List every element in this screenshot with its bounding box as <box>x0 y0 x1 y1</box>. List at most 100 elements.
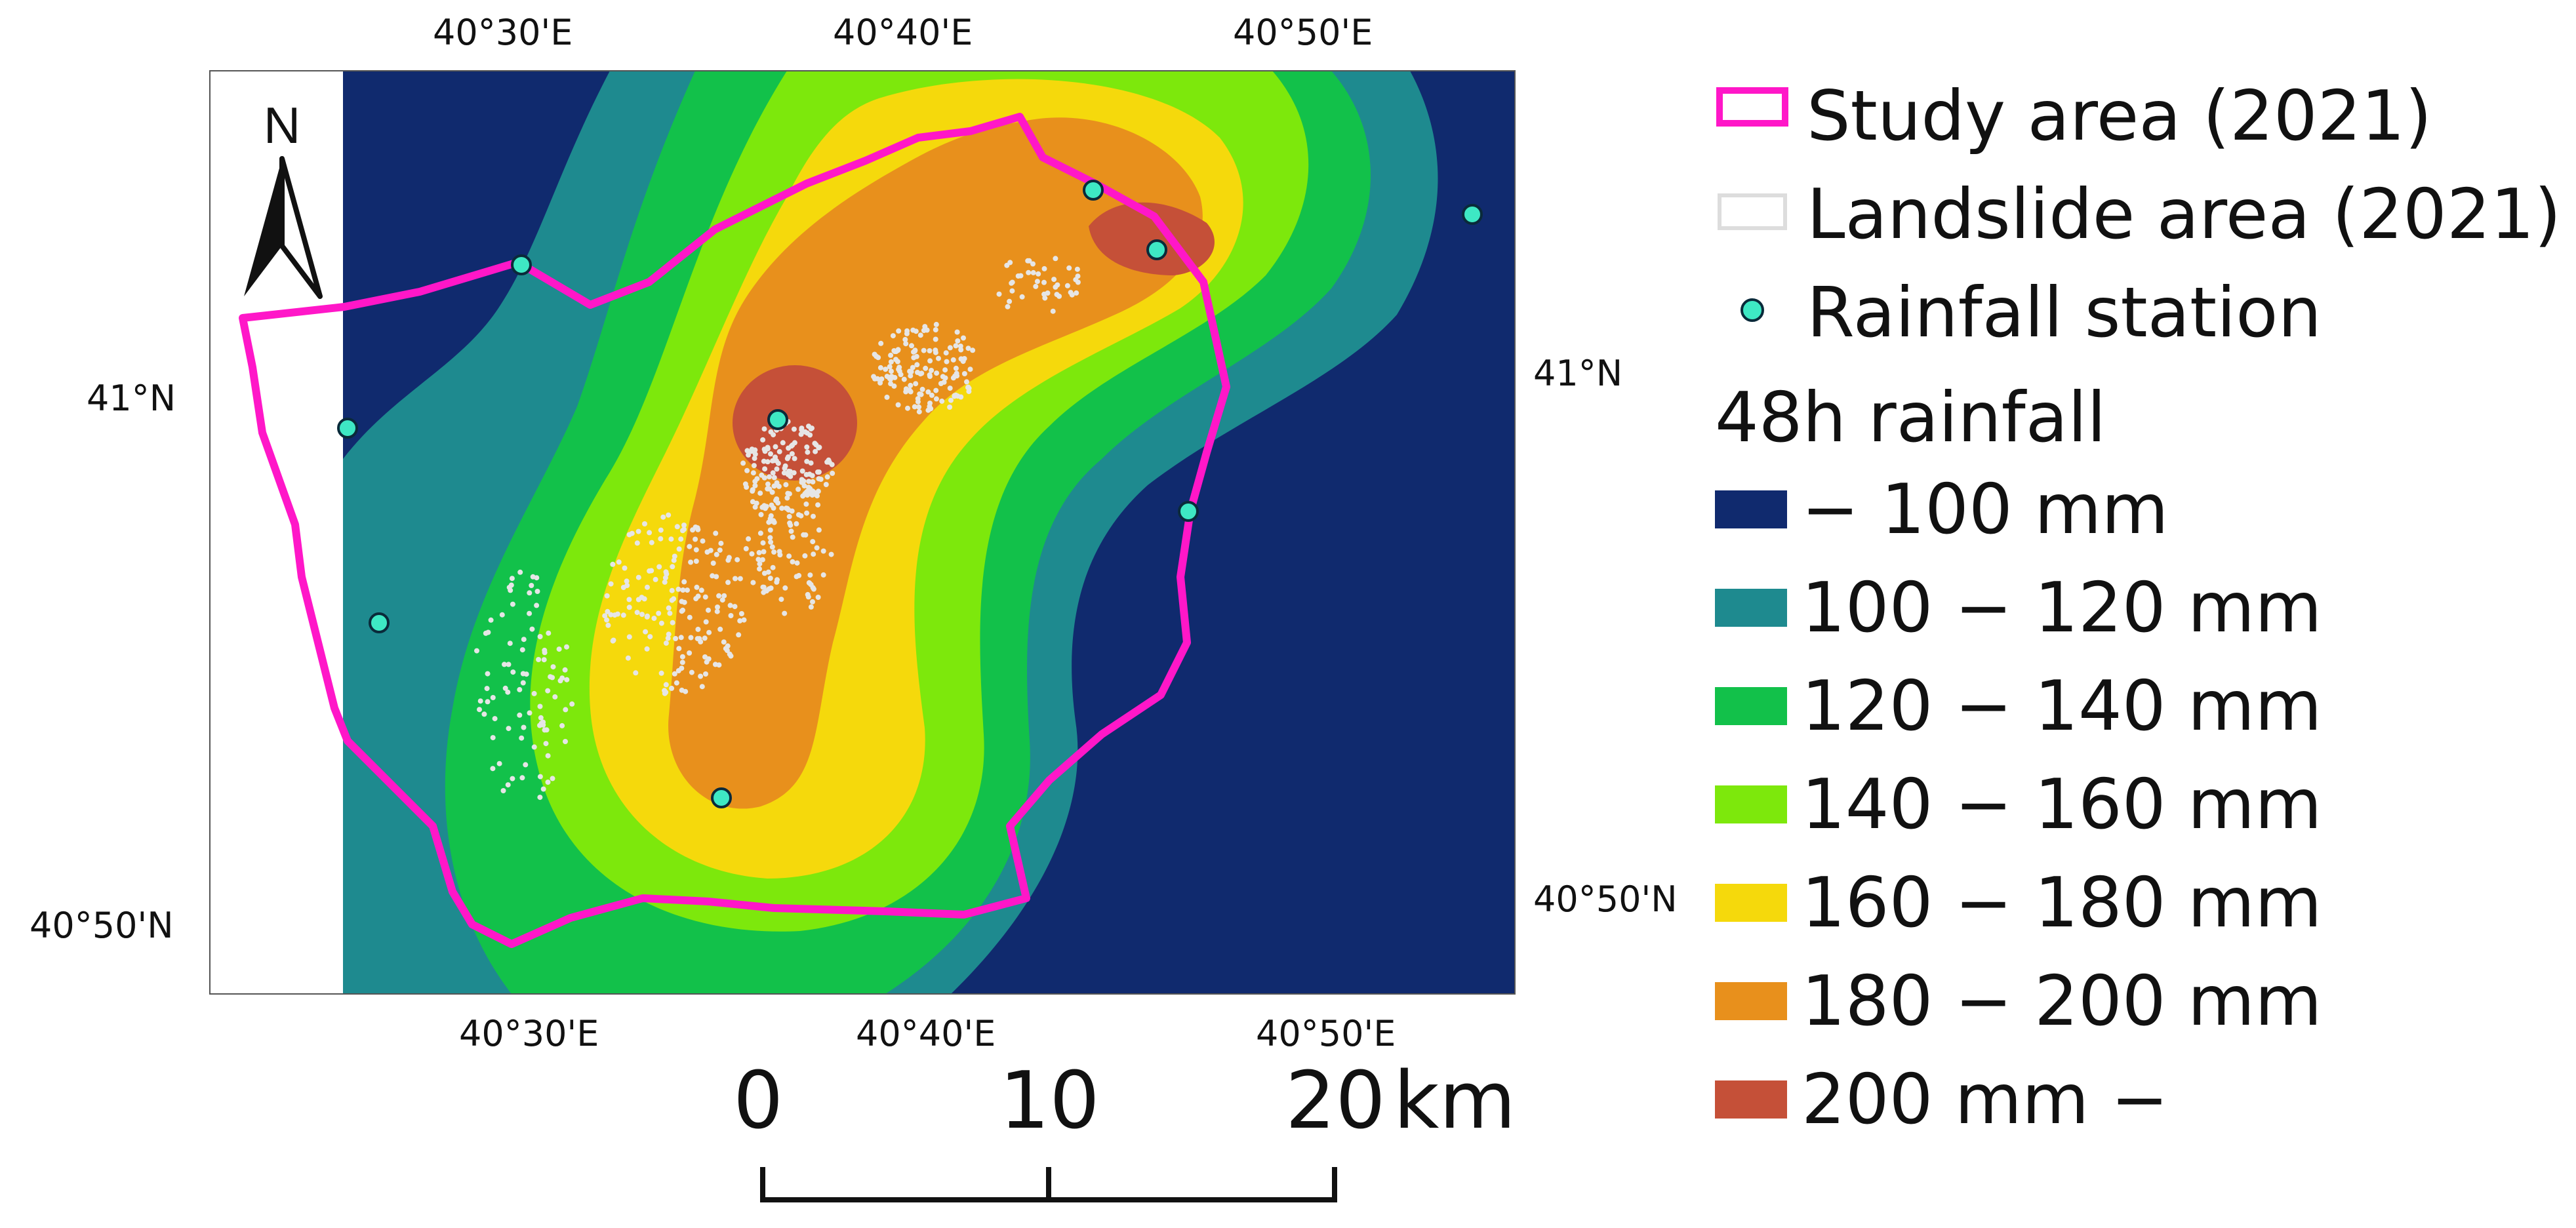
landslide-point <box>954 329 960 335</box>
landslide-point <box>1007 260 1013 266</box>
landslide-point <box>820 548 826 554</box>
landslide-point <box>895 347 901 353</box>
landslide-point <box>688 559 694 565</box>
landslide-point <box>517 712 523 718</box>
landslide-point <box>774 466 780 472</box>
landslide-point <box>519 775 525 781</box>
landslide-point <box>788 473 794 479</box>
legend-station: Rainfall station <box>1807 270 2322 355</box>
landslide-point <box>765 459 771 465</box>
landslide-point <box>635 528 641 534</box>
top-tick-2: 40°40'E <box>833 12 973 53</box>
landslide-point <box>1064 283 1070 288</box>
landslide-point <box>725 580 731 585</box>
landslide-point <box>556 646 562 652</box>
landslide-point <box>728 613 734 618</box>
landslide-point <box>811 513 816 519</box>
landslide-point <box>667 610 673 616</box>
landslide-point <box>943 350 949 356</box>
landslide-point <box>1026 258 1032 264</box>
legend-class-6: 200 mm − <box>1715 1057 2169 1142</box>
station-9 <box>711 787 732 808</box>
landslide-point <box>804 444 810 450</box>
landslide-point <box>786 553 792 559</box>
landslide-point <box>808 426 814 432</box>
landslide-point <box>815 493 820 499</box>
landslide-point <box>782 463 788 469</box>
landslide-point <box>715 604 720 610</box>
landslide-point <box>902 336 908 342</box>
landslide-point <box>891 348 897 353</box>
landslide-point <box>523 762 529 768</box>
landslide-point <box>507 641 513 646</box>
landslide-point <box>947 386 953 391</box>
landslide-point <box>680 607 685 613</box>
landslide-point <box>505 689 511 695</box>
landslide-point <box>914 362 920 368</box>
landslide-point <box>604 617 610 623</box>
landslide-point <box>1050 308 1056 314</box>
landslide-point <box>812 441 818 446</box>
landslide-point <box>816 445 822 450</box>
rainfall-class-5 <box>668 117 1203 809</box>
landslide-point <box>538 715 544 721</box>
landslide-point <box>794 574 799 580</box>
landslide-point <box>884 374 890 380</box>
landslide-point <box>651 616 657 622</box>
landslide-point <box>490 695 496 700</box>
study-area-boundary <box>239 113 1230 948</box>
station-8 <box>1178 501 1199 522</box>
landslide-point <box>1041 266 1047 271</box>
landslide-point <box>737 618 743 624</box>
landslide-point <box>564 677 570 683</box>
landslide-point <box>776 483 782 489</box>
landslide-point <box>756 549 762 555</box>
landslide-point <box>758 511 764 517</box>
station-5 <box>1083 180 1104 201</box>
landslide-point <box>802 553 808 559</box>
landslide-point <box>735 557 740 563</box>
landslide-point <box>938 381 944 386</box>
landslide-point <box>687 650 693 656</box>
landslide-point <box>704 549 710 555</box>
landslide-point <box>1036 271 1041 277</box>
landslide-point <box>923 365 929 371</box>
landslide-point <box>537 774 543 780</box>
landslide-point <box>810 599 815 604</box>
landslide-point <box>784 505 790 511</box>
landslide-point <box>939 398 945 404</box>
landslide-point <box>693 559 699 564</box>
landslide-point <box>823 482 829 487</box>
landslide-point <box>933 327 938 332</box>
landslide-point <box>662 690 668 696</box>
landslide-point <box>569 701 575 707</box>
landslide-point <box>1057 293 1062 299</box>
landslide-point <box>537 795 543 801</box>
landslide-point <box>804 458 810 464</box>
landslide-point <box>760 540 766 546</box>
landslide-point <box>805 449 811 455</box>
landslide-point <box>911 355 917 361</box>
landslide-point <box>1007 298 1013 304</box>
landslide-point <box>702 635 708 641</box>
landslide-point <box>502 662 507 667</box>
landslide-point <box>633 670 639 676</box>
landslide-point <box>813 448 818 454</box>
landslide-point <box>810 539 816 545</box>
landslide-point <box>664 571 670 577</box>
legend-class-swatch <box>1715 687 1787 725</box>
landslide-point <box>768 451 773 457</box>
landslide-point <box>883 366 889 372</box>
landslide-point <box>771 549 777 555</box>
landslide-point <box>942 367 948 373</box>
landslide-point <box>634 610 640 616</box>
landslide-point <box>895 402 901 408</box>
landslide-point <box>933 336 938 342</box>
landslide-point <box>761 458 767 464</box>
landslide-point <box>529 626 535 632</box>
landslide-point <box>799 477 805 483</box>
landslide-point <box>961 356 967 361</box>
landslide-point <box>892 374 898 380</box>
landslide-point <box>681 599 687 605</box>
landslide-point <box>750 499 755 505</box>
